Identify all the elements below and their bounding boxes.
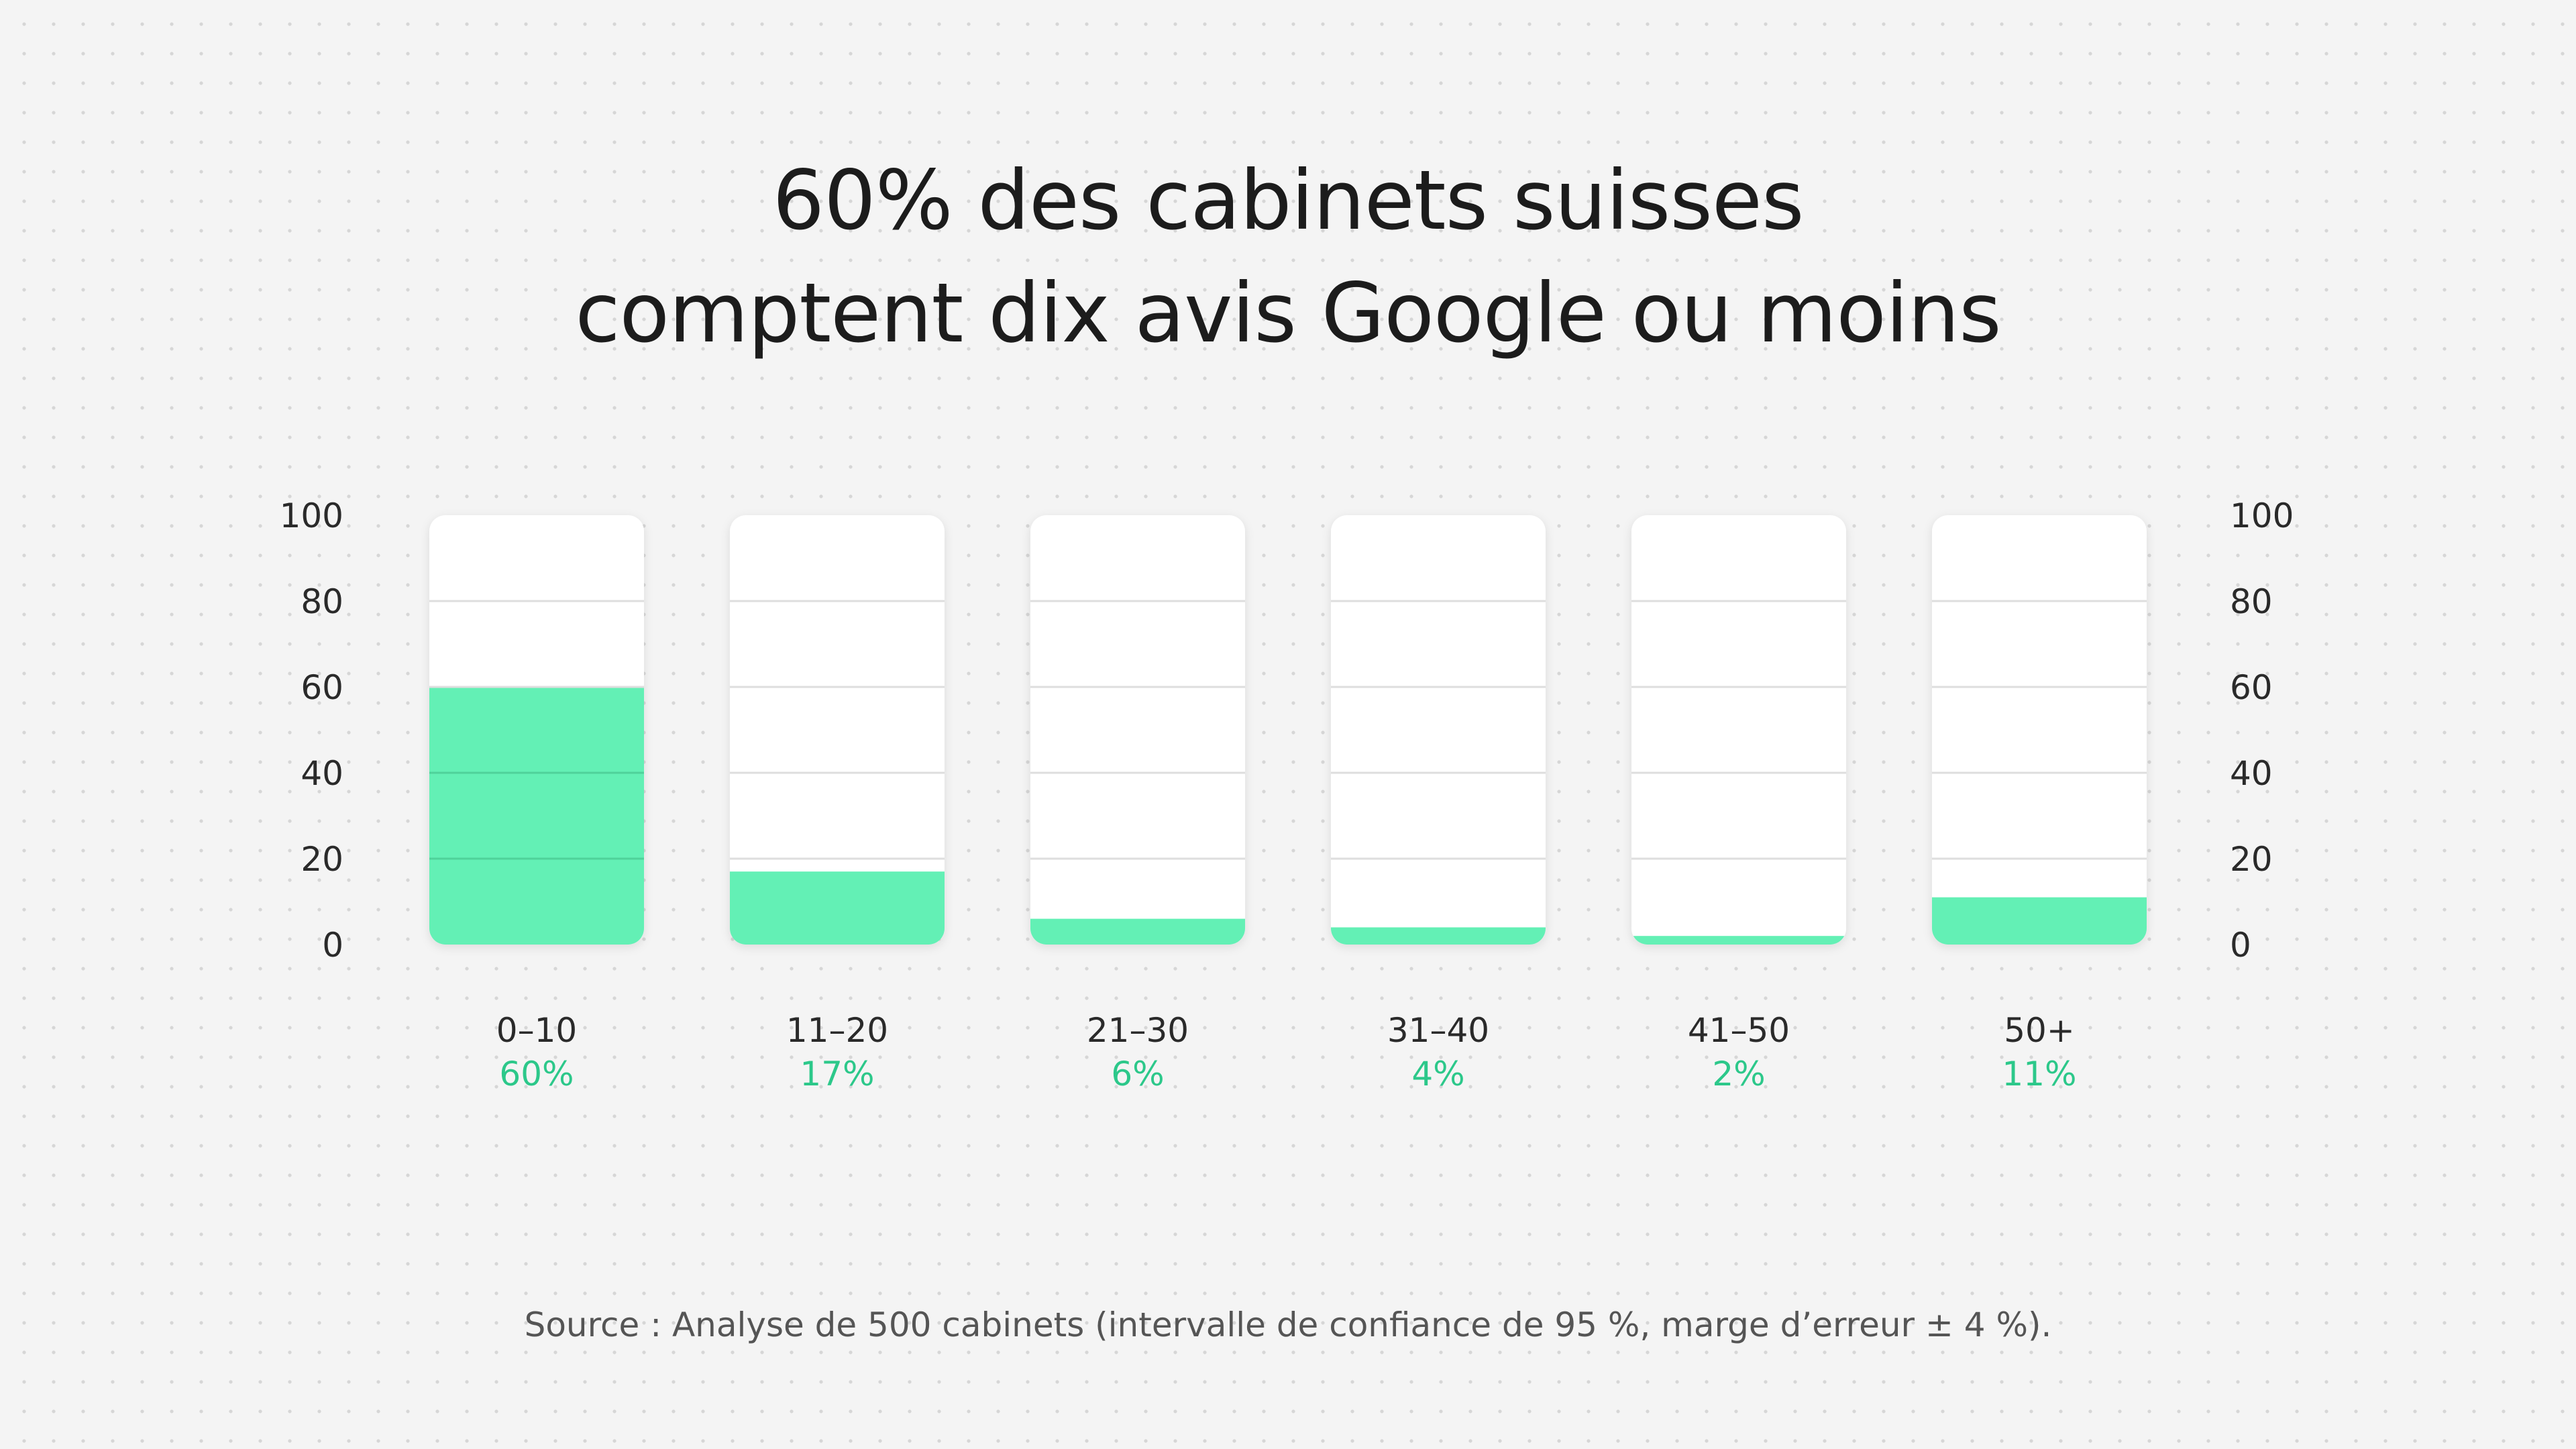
y-axis-left: 0 20 40 60 80 100 bbox=[280, 496, 343, 965]
bar bbox=[730, 871, 945, 945]
value-label: 4% bbox=[1411, 1055, 1464, 1093]
y-tick-label-right: 100 bbox=[2230, 496, 2294, 535]
category-label: 11–20 bbox=[786, 1011, 888, 1050]
bar-group bbox=[1932, 515, 2147, 945]
bar bbox=[1932, 897, 2147, 945]
y-tick-label-right: 20 bbox=[2230, 840, 2273, 879]
category-label: 0–10 bbox=[496, 1011, 577, 1050]
y-tick-label-left: 0 bbox=[322, 926, 343, 965]
bar bbox=[429, 687, 644, 945]
value-label: 17% bbox=[800, 1055, 874, 1093]
category-labels: 0–10 11–20 21–30 31–40 41–50 50+ bbox=[496, 1011, 2075, 1050]
category-label: 41–50 bbox=[1688, 1011, 1790, 1050]
value-label: 2% bbox=[1712, 1055, 1765, 1093]
bars bbox=[429, 515, 2147, 945]
y-tick-label-right: 60 bbox=[2230, 668, 2273, 707]
bar-group bbox=[1331, 515, 1546, 945]
bar-group bbox=[1631, 515, 1846, 945]
y-tick-label-left: 100 bbox=[280, 496, 343, 535]
title-line-2: comptent dix avis Google ou moins bbox=[575, 266, 2001, 361]
chart-title: 60% des cabinets suisses comptent dix av… bbox=[0, 144, 2576, 370]
bar-track bbox=[1932, 515, 2147, 945]
y-tick-label-right: 0 bbox=[2230, 926, 2251, 965]
bar-track bbox=[1331, 515, 1546, 945]
bar-group bbox=[429, 515, 644, 945]
category-label: 31–40 bbox=[1387, 1011, 1489, 1050]
bar bbox=[1331, 927, 1546, 945]
y-tick-label-right: 80 bbox=[2230, 582, 2273, 621]
y-tick-label-left: 60 bbox=[301, 668, 343, 707]
bar-group bbox=[730, 515, 945, 945]
value-label: 6% bbox=[1111, 1055, 1164, 1093]
category-label: 50+ bbox=[2004, 1011, 2075, 1050]
bar bbox=[1631, 936, 1846, 945]
bar-track bbox=[1030, 515, 1245, 945]
bar-track bbox=[730, 515, 945, 945]
bar-track bbox=[1631, 515, 1846, 945]
value-labels: 60% 17% 6% 4% 2% 11% bbox=[499, 1055, 2076, 1093]
y-tick-label-right: 40 bbox=[2230, 754, 2273, 793]
title-line-1: 60% des cabinets suisses bbox=[772, 153, 1804, 248]
y-tick-label-left: 80 bbox=[301, 582, 343, 621]
y-axis-right: 0 20 40 60 80 100 bbox=[2230, 496, 2294, 965]
y-tick-label-left: 40 bbox=[301, 754, 343, 793]
y-tick-label-left: 20 bbox=[301, 840, 343, 879]
value-label: 11% bbox=[2002, 1055, 2076, 1093]
source-note: Source : Analyse de 500 cabinets (interv… bbox=[524, 1305, 2052, 1344]
value-label: 60% bbox=[499, 1055, 574, 1093]
bar bbox=[1030, 918, 1245, 945]
bar-group bbox=[1030, 515, 1245, 945]
category-label: 21–30 bbox=[1087, 1011, 1189, 1050]
